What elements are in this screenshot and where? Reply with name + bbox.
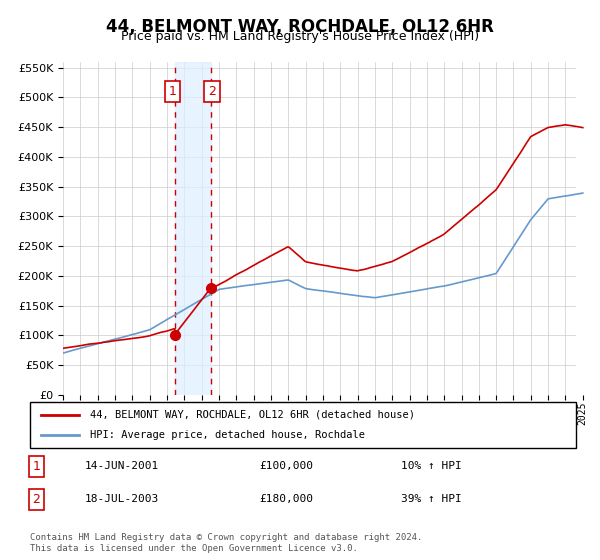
Text: 10% ↑ HPI: 10% ↑ HPI	[401, 461, 462, 472]
Text: £100,000: £100,000	[259, 461, 313, 472]
Text: Price paid vs. HM Land Registry's House Price Index (HPI): Price paid vs. HM Land Registry's House …	[121, 30, 479, 43]
Text: 2: 2	[32, 493, 40, 506]
Text: 39% ↑ HPI: 39% ↑ HPI	[401, 494, 462, 505]
Text: HPI: Average price, detached house, Rochdale: HPI: Average price, detached house, Roch…	[90, 430, 365, 440]
Text: 44, BELMONT WAY, ROCHDALE, OL12 6HR: 44, BELMONT WAY, ROCHDALE, OL12 6HR	[106, 18, 494, 36]
Bar	[576, 62, 588, 395]
Text: 2: 2	[208, 85, 216, 98]
Text: 44, BELMONT WAY, ROCHDALE, OL12 6HR (detached house): 44, BELMONT WAY, ROCHDALE, OL12 6HR (det…	[90, 410, 415, 420]
Text: 14-JUN-2001: 14-JUN-2001	[85, 461, 159, 472]
Text: Contains HM Land Registry data © Crown copyright and database right 2024.
This d: Contains HM Land Registry data © Crown c…	[30, 533, 422, 553]
Bar	[175, 62, 211, 395]
FancyBboxPatch shape	[30, 402, 576, 448]
Text: 18-JUL-2003: 18-JUL-2003	[85, 494, 159, 505]
Text: 1: 1	[32, 460, 40, 473]
Text: 1: 1	[169, 85, 176, 98]
Text: £180,000: £180,000	[259, 494, 313, 505]
